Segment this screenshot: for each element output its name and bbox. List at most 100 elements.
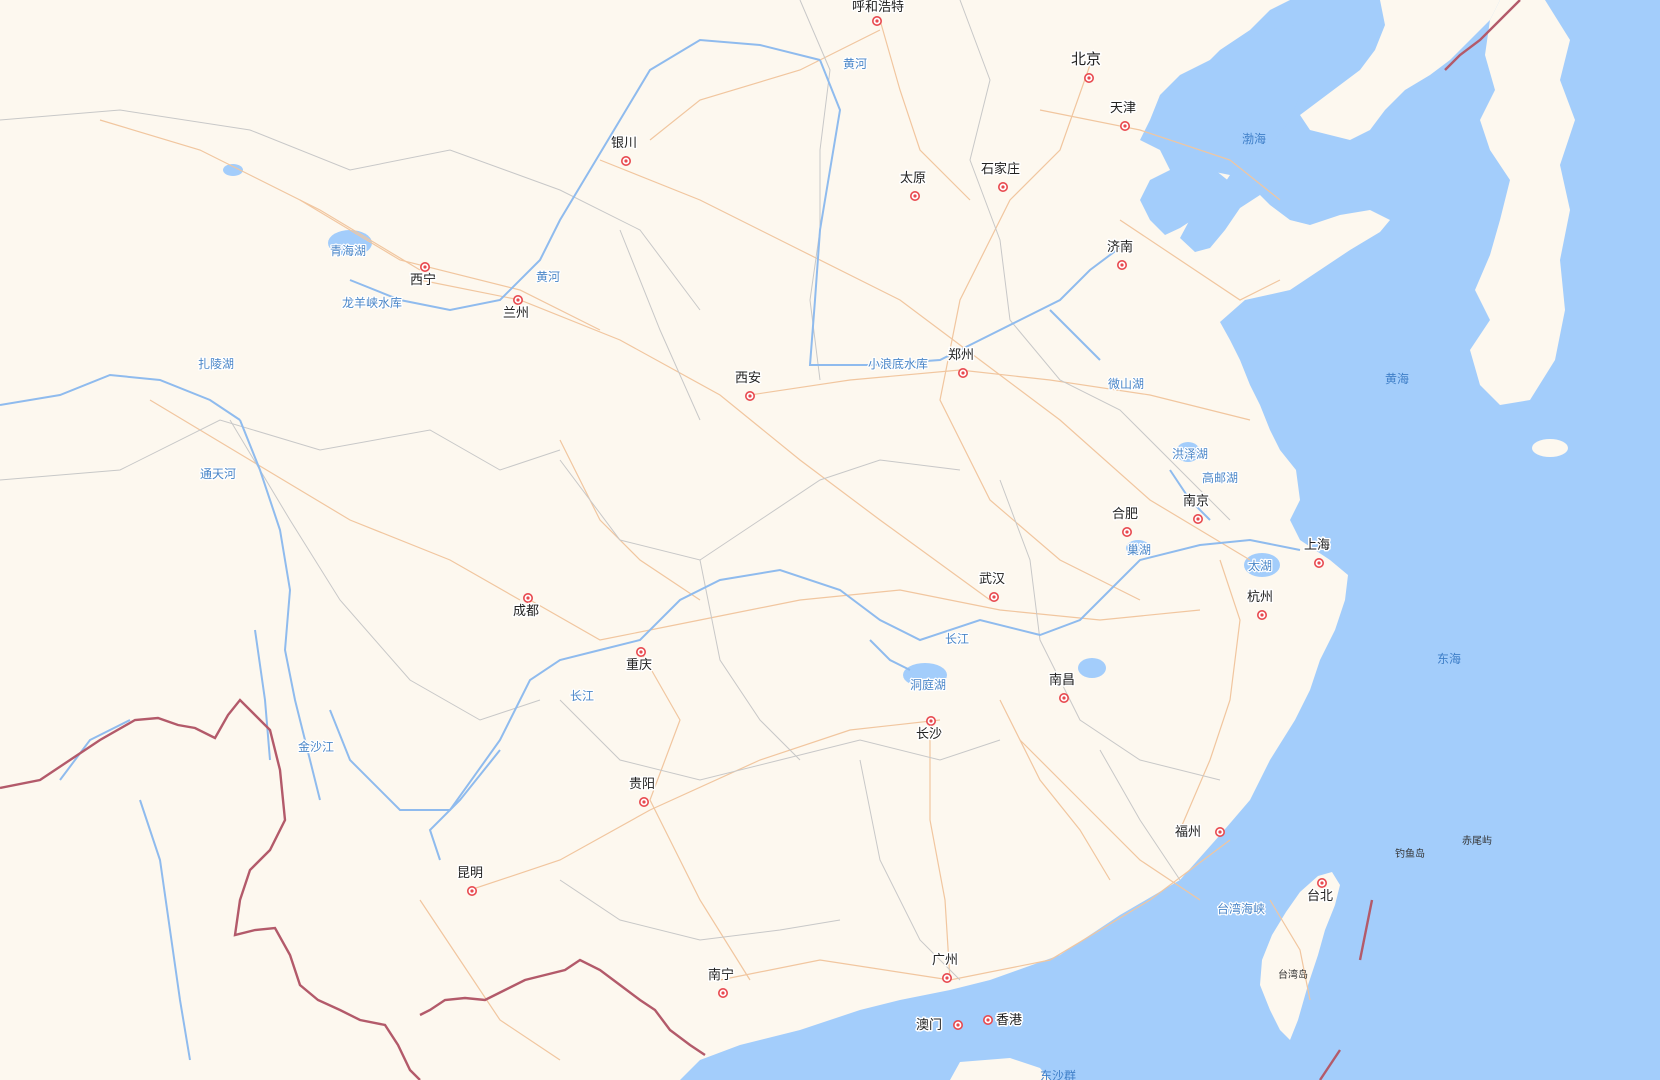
city-marker-taipei[interactable] (1317, 877, 1328, 888)
city-label-yinchuan[interactable]: 银川 (610, 135, 639, 153)
liaodong-land (1300, 0, 1500, 140)
city-label-nanning[interactable]: 南宁 (707, 966, 736, 985)
city-label-tianjin[interactable]: 天津 (1109, 100, 1138, 118)
city-marker-kunming[interactable] (466, 885, 477, 896)
city-marker-zhengzhou[interactable] (957, 367, 968, 378)
sea-label-east-china-sea: 东海 (1437, 651, 1461, 666)
sea-layer (223, 0, 1660, 1080)
city-marker-changsha[interactable] (925, 715, 936, 726)
city-marker-xian[interactable] (744, 390, 755, 401)
city-label-hefei[interactable]: 合肥 (1111, 506, 1140, 524)
water-label-yellow-river-north: 黄河 (843, 57, 867, 71)
lake-west (223, 164, 243, 176)
water-label-gaoyou-lake: 高邮湖 (1202, 470, 1238, 485)
city-label-chongqing[interactable]: 重庆 (625, 656, 654, 675)
bohai-area (1140, 25, 1355, 235)
city-label-hongkong[interactable]: 香港 (995, 1012, 1024, 1030)
sea-label-yellow-sea: 黄海 (1385, 371, 1409, 386)
water-label-jinsha-river: 金沙江 (298, 739, 334, 754)
island-label-diaoyu: 钓鱼岛 (1395, 847, 1425, 860)
city-marker-nanning[interactable] (717, 987, 728, 998)
city-label-wuhan[interactable]: 武汉 (978, 571, 1007, 589)
water-label-qinghai-lake: 青海湖 (330, 243, 366, 258)
hongze-lake-shape (1176, 442, 1200, 462)
water-label-weishan-lake: 微山湖 (1108, 376, 1144, 391)
city-marker-taiyuan[interactable] (909, 191, 920, 202)
water-label-dongting-lake: 洞庭湖 (910, 677, 946, 692)
city-marker-hangzhou[interactable] (1257, 609, 1268, 620)
city-label-taiyuan[interactable]: 太原 (899, 170, 928, 188)
water-label-yangtze-upper: 长江 (570, 689, 594, 703)
city-marker-chongqing[interactable] (635, 646, 646, 657)
water-label-tai-lake: 太湖 (1248, 558, 1272, 573)
city-marker-wuhan[interactable] (988, 591, 999, 602)
water-label-taiwan-strait: 台湾海峡 (1217, 901, 1265, 916)
city-marker-hefei[interactable] (1122, 526, 1133, 537)
city-marker-nanchang[interactable] (1059, 692, 1070, 703)
city-label-chengdu[interactable]: 成都 (512, 603, 541, 621)
city-marker-chengdu[interactable] (522, 592, 533, 603)
city-label-xining[interactable]: 西宁 (409, 271, 438, 290)
city-marker-shijiazhuang[interactable] (997, 182, 1008, 193)
water-label-layer: 黄河黄河青海湖龙羊峡水库扎陵湖通天河小浪底水库微山湖洪泽湖高邮湖巢湖太湖长江长江… (197, 56, 1274, 918)
tai-lake-shape (1244, 553, 1280, 577)
city-marker-guiyang[interactable] (638, 796, 649, 807)
water-label-hongze-lake: 洪泽湖 (1172, 446, 1208, 461)
city-marker-nanjing[interactable] (1193, 513, 1204, 524)
hainan-fringe (950, 1058, 1050, 1080)
city-marker-yinchuan[interactable] (620, 156, 631, 167)
water-label-tongtian-river: 通天河 (200, 467, 236, 481)
city-label-shijiazhuang[interactable]: 石家庄 (980, 160, 1022, 179)
city-label-hangzhou[interactable]: 杭州 (1246, 589, 1275, 607)
city-label-taipei[interactable]: 台北 (1306, 888, 1335, 906)
island-label-taiwan-island: 台湾岛 (1278, 968, 1308, 981)
city-label-nanchang[interactable]: 南昌 (1048, 671, 1077, 690)
water-label-yangtze-middle: 长江 (945, 632, 969, 646)
water-label-longyangxia: 龙羊峡水库 (342, 295, 402, 310)
korea-land (1470, 0, 1575, 405)
city-marker-lanzhou[interactable] (512, 294, 523, 305)
city-label-lanzhou[interactable]: 兰州 (502, 305, 531, 323)
city-marker-hongkong[interactable] (982, 1014, 993, 1025)
city-label-guiyang[interactable]: 贵阳 (628, 776, 657, 794)
city-label-nanjing[interactable]: 南京 (1182, 492, 1211, 511)
poyang-lake-shape (1078, 658, 1106, 678)
city-label-xian[interactable]: 西安 (734, 370, 763, 388)
city-marker-beijing[interactable] (1084, 73, 1095, 84)
city-label-hohhot[interactable]: 呼和浩特 (851, 0, 906, 17)
sea-label-bohai: 渤海 (1242, 131, 1266, 146)
city-label-fuzhou[interactable]: 福州 (1174, 824, 1203, 842)
national-border-layer (0, 0, 1521, 1080)
city-marker-tianjin[interactable] (1120, 121, 1131, 132)
water-label-chao-lake: 巢湖 (1127, 542, 1151, 557)
city-label-beijing[interactable]: 北京 (1070, 49, 1103, 70)
city-marker-shanghai[interactable] (1314, 557, 1325, 568)
city-label-macau[interactable]: 澳门 (915, 1016, 944, 1035)
city-marker-fuzhou[interactable] (1215, 826, 1226, 837)
city-label-kunming[interactable]: 昆明 (456, 865, 485, 883)
east-sea-area (680, 0, 1660, 1080)
island-label-chiwei: 赤尾屿 (1462, 835, 1492, 847)
city-label-shanghai[interactable]: 上海 (1303, 537, 1332, 555)
city-marker-hohhot[interactable] (871, 15, 882, 26)
city-marker-xining[interactable] (419, 261, 430, 272)
river-layer (0, 38, 1301, 1061)
dongting-lake-shape (903, 663, 947, 687)
water-label-xiaolangdi: 小浪底水库 (868, 356, 928, 371)
jeju-island (1532, 439, 1568, 457)
city-marker-jinan[interactable] (1117, 259, 1128, 270)
city-label-changsha[interactable]: 长沙 (915, 726, 944, 744)
city-marker-macau[interactable] (952, 1019, 963, 1030)
city-label-guangzhou[interactable]: 广州 (931, 952, 960, 970)
city-marker-guangzhou[interactable] (941, 972, 952, 983)
taiwan-island-area (1260, 872, 1340, 1040)
city-label-zhengzhou[interactable]: 郑州 (947, 347, 976, 365)
chao-lake-shape (1126, 540, 1150, 556)
city-label-jinan[interactable]: 济南 (1106, 238, 1135, 257)
sea-label-south-china-sea: 东沙群 (1040, 1069, 1076, 1080)
water-label-zhaling-lake: 扎陵湖 (198, 356, 234, 371)
